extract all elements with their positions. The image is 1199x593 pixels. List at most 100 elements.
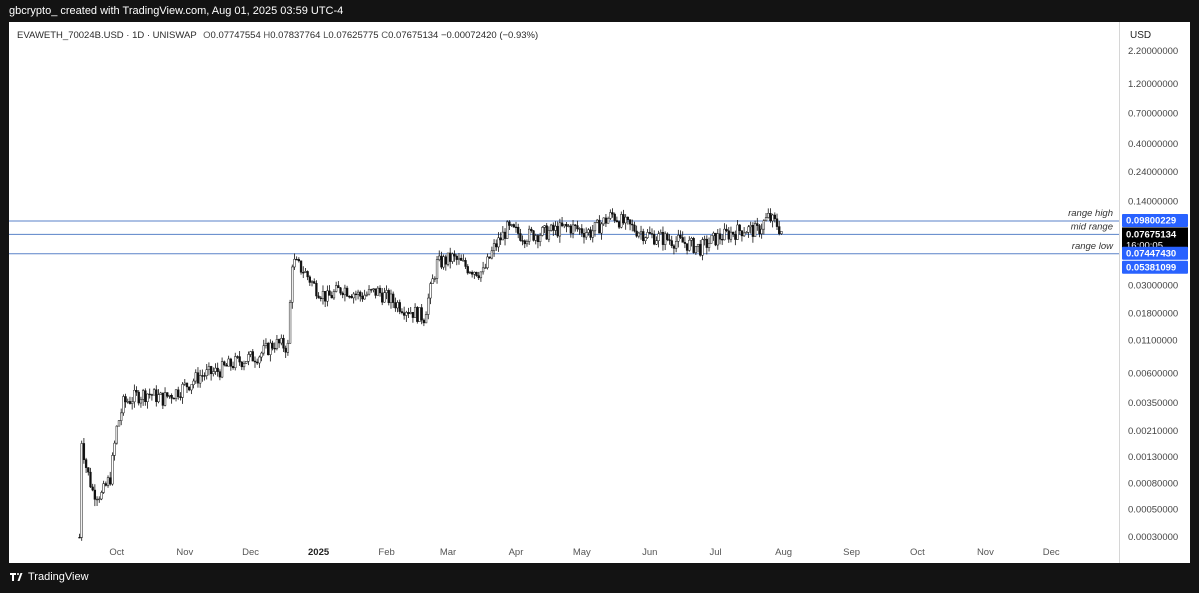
candle-body (381, 292, 384, 303)
candle-body (538, 235, 542, 242)
candle-body (495, 243, 498, 248)
candle-body (549, 224, 553, 231)
candle-body (499, 237, 502, 241)
bar-countdown: 16:00:05 (1126, 240, 1163, 251)
price-unit-label[interactable]: USD (1130, 30, 1152, 41)
candle-body (271, 342, 274, 349)
level-label: range high (1068, 208, 1113, 219)
candle-body (394, 302, 397, 309)
candle-body (93, 489, 97, 500)
candle-body (606, 218, 610, 224)
candle-body (150, 394, 154, 396)
candle-body (100, 492, 103, 500)
footer-bar: TradingView (0, 563, 1199, 593)
candle-body (646, 232, 649, 238)
candle-body (481, 267, 485, 273)
candle-body (773, 214, 776, 220)
candle-body (517, 226, 520, 234)
candle-body (569, 225, 572, 234)
candle-body (343, 287, 347, 296)
candle-body (407, 312, 410, 314)
candle-body (519, 233, 522, 241)
tradingview-brand: TradingView (10, 571, 89, 583)
candle-body (372, 288, 375, 290)
candle-body (574, 224, 577, 226)
candle-body (547, 230, 551, 240)
candle-body (556, 225, 559, 237)
candle-body (565, 223, 568, 227)
candle-body (104, 483, 107, 486)
candlestick-chart[interactable]: 2.20000000 1.20000000 0.70000000 0.40000000… (9, 22, 1190, 563)
legend-low-value: 0.07625775 (328, 30, 379, 41)
candle-body (609, 212, 612, 219)
candle-body (756, 223, 759, 226)
candle-body (585, 232, 588, 238)
candle-body (286, 342, 290, 353)
candle-body (497, 237, 500, 248)
time-tick-label: Aug (775, 547, 792, 558)
candle-body (356, 291, 360, 295)
candle-body (703, 238, 706, 241)
candle-body (365, 293, 369, 296)
legend-close-label: C (381, 30, 389, 41)
candle-body (729, 231, 733, 240)
candle-body (249, 351, 252, 355)
time-tick-label: Nov (977, 547, 994, 558)
candle-body (778, 226, 781, 234)
candle-body (253, 360, 257, 363)
tradingview-logo-icon (10, 572, 24, 582)
candle-body (181, 384, 184, 398)
candle-body (324, 291, 327, 302)
candle-body (670, 240, 673, 246)
candle-body (205, 369, 208, 376)
price-tick-label: 0.00130000 (1128, 452, 1178, 463)
candle-body (321, 291, 325, 299)
candle-body (266, 342, 270, 355)
candle-body (699, 243, 702, 256)
candle-body (262, 345, 265, 354)
chart-panel[interactable]: EVAWETH_70024B.USD · 1D · UNISWAP O0.077… (9, 22, 1190, 563)
candle-body (626, 216, 630, 220)
range-high-price-badge-bg (1122, 214, 1188, 228)
candle-body (398, 302, 401, 312)
candle-body (106, 477, 110, 486)
candle-body (422, 319, 426, 324)
candle-body (225, 364, 228, 367)
candle-body (216, 367, 219, 372)
range-low-extra-badge: 0.05381099 (1126, 262, 1176, 273)
candle-body (80, 443, 83, 538)
candle-body (532, 230, 535, 241)
time-tick-label: Sep (843, 547, 860, 558)
candle-body (435, 259, 439, 279)
price-tick-label: 0.70000000 (1128, 109, 1178, 120)
candle-body (681, 237, 684, 243)
candle-body (420, 307, 423, 321)
candle-body (534, 235, 537, 241)
candle-body (767, 213, 770, 218)
candle-body (707, 243, 711, 248)
candle-body (317, 295, 320, 299)
candle-body (747, 226, 750, 233)
candle-body (179, 396, 182, 398)
candle-body (611, 212, 614, 215)
range-low-price-badge: 0.07447430 (1126, 248, 1176, 259)
candle-body (326, 290, 329, 302)
candle-body (714, 232, 717, 246)
candle-body (315, 283, 318, 297)
candle-body (144, 390, 147, 402)
candle-body (177, 389, 180, 398)
candle-body (413, 307, 417, 318)
price-tick-label: 1.20000000 (1128, 79, 1178, 90)
candle-body (293, 258, 296, 268)
candle-body (745, 232, 748, 234)
candle-body (135, 390, 138, 393)
candle-body (295, 258, 298, 261)
candle-body (409, 312, 412, 314)
candle-body (451, 253, 454, 262)
candle-body (396, 302, 399, 309)
candle-body (258, 356, 261, 364)
candle-body (260, 352, 263, 358)
candles-group[interactable] (78, 208, 783, 541)
candle-body (431, 278, 434, 284)
candle-body (416, 307, 419, 322)
